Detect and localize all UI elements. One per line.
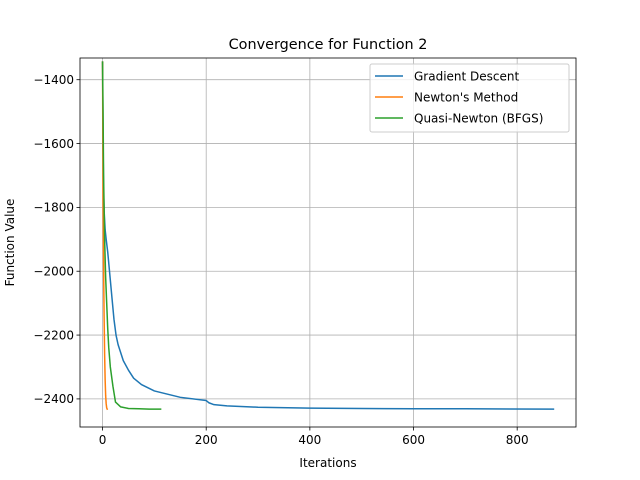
x-tick-label: 200 bbox=[195, 433, 218, 447]
y-tick-label: −1400 bbox=[33, 73, 74, 87]
axis-ticks: 0 200 400 600 800 −1400 −1600 −1800 −2000 −2200 −2… bbox=[33, 73, 528, 447]
y-tick-label: −2200 bbox=[33, 328, 74, 342]
series-line-2 bbox=[101, 61, 109, 411]
y-tick-label: −2000 bbox=[33, 265, 74, 279]
legend-label-1: Gradient Descent bbox=[414, 69, 520, 83]
y-axis-title: Function Value bbox=[3, 199, 17, 287]
x-tick-label: 600 bbox=[402, 433, 425, 447]
plot-frame bbox=[79, 57, 577, 428]
series-line-3 bbox=[101, 61, 162, 410]
legend: Gradient Descent Newton's Method Quasi-New… bbox=[369, 63, 570, 133]
series-line-1 bbox=[101, 61, 555, 410]
y-tick-label: −1600 bbox=[33, 137, 74, 151]
x-tick-label: 800 bbox=[506, 433, 529, 447]
x-axis-title: Iterations bbox=[299, 456, 356, 470]
series-lines bbox=[101, 61, 555, 411]
x-tick-label: 0 bbox=[99, 433, 107, 447]
chart-title: Convergence for Function 2 bbox=[229, 37, 428, 53]
y-tick-label: −1800 bbox=[33, 201, 74, 215]
y-tick-label: −2400 bbox=[33, 392, 74, 406]
x-tick-label: 400 bbox=[298, 433, 321, 447]
legend-label-3: Quasi-Newton (BFGS) bbox=[414, 111, 543, 125]
legend-box bbox=[369, 63, 570, 133]
legend-label-2: Newton's Method bbox=[414, 90, 518, 104]
